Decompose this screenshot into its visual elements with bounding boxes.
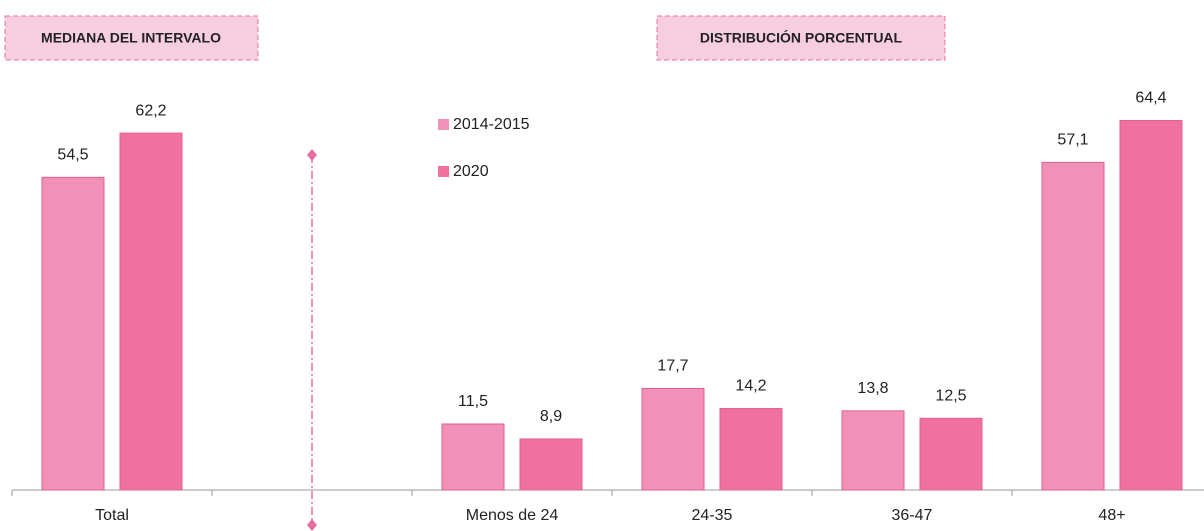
x-tick-label: Total [95, 507, 129, 524]
bar [519, 438, 583, 491]
value-label: 62,2 [135, 102, 166, 119]
value-label: 57,1 [1057, 132, 1088, 149]
value-label: 8,9 [540, 408, 562, 425]
separator-marker [307, 519, 317, 531]
bar [719, 408, 783, 491]
annotation-box [656, 15, 946, 61]
bar [41, 176, 105, 491]
bar [841, 410, 905, 491]
legend-swatch [438, 166, 449, 177]
bar [641, 387, 705, 491]
x-tick-label: 36-47 [892, 507, 933, 524]
bar [1041, 161, 1105, 491]
value-label: 54,5 [57, 147, 88, 164]
value-label: 14,2 [735, 378, 766, 395]
bar [119, 132, 183, 491]
x-tick-label: Menos de 24 [466, 507, 559, 524]
value-label: 11,5 [458, 393, 488, 410]
value-label: 64,4 [1135, 90, 1166, 107]
annotation: MEDIANA DEL INTERVALO [41, 30, 221, 46]
separator-marker [307, 149, 317, 161]
annotation-box [4, 15, 259, 61]
bar [1119, 120, 1183, 491]
x-tick-label: 24-35 [692, 507, 733, 524]
legend-label: 2014-2015 [453, 116, 530, 133]
value-label: 13,8 [857, 380, 888, 397]
value-label: 12,5 [935, 388, 966, 405]
bar [919, 417, 983, 491]
bar [441, 423, 505, 491]
legend-label: 2020 [453, 163, 489, 180]
legend-swatch [438, 119, 449, 130]
value-label: 17,7 [657, 358, 688, 375]
x-tick-label: 48+ [1098, 507, 1125, 524]
annotation: DISTRIBUCIÓN PORCENTUAL [700, 29, 903, 46]
